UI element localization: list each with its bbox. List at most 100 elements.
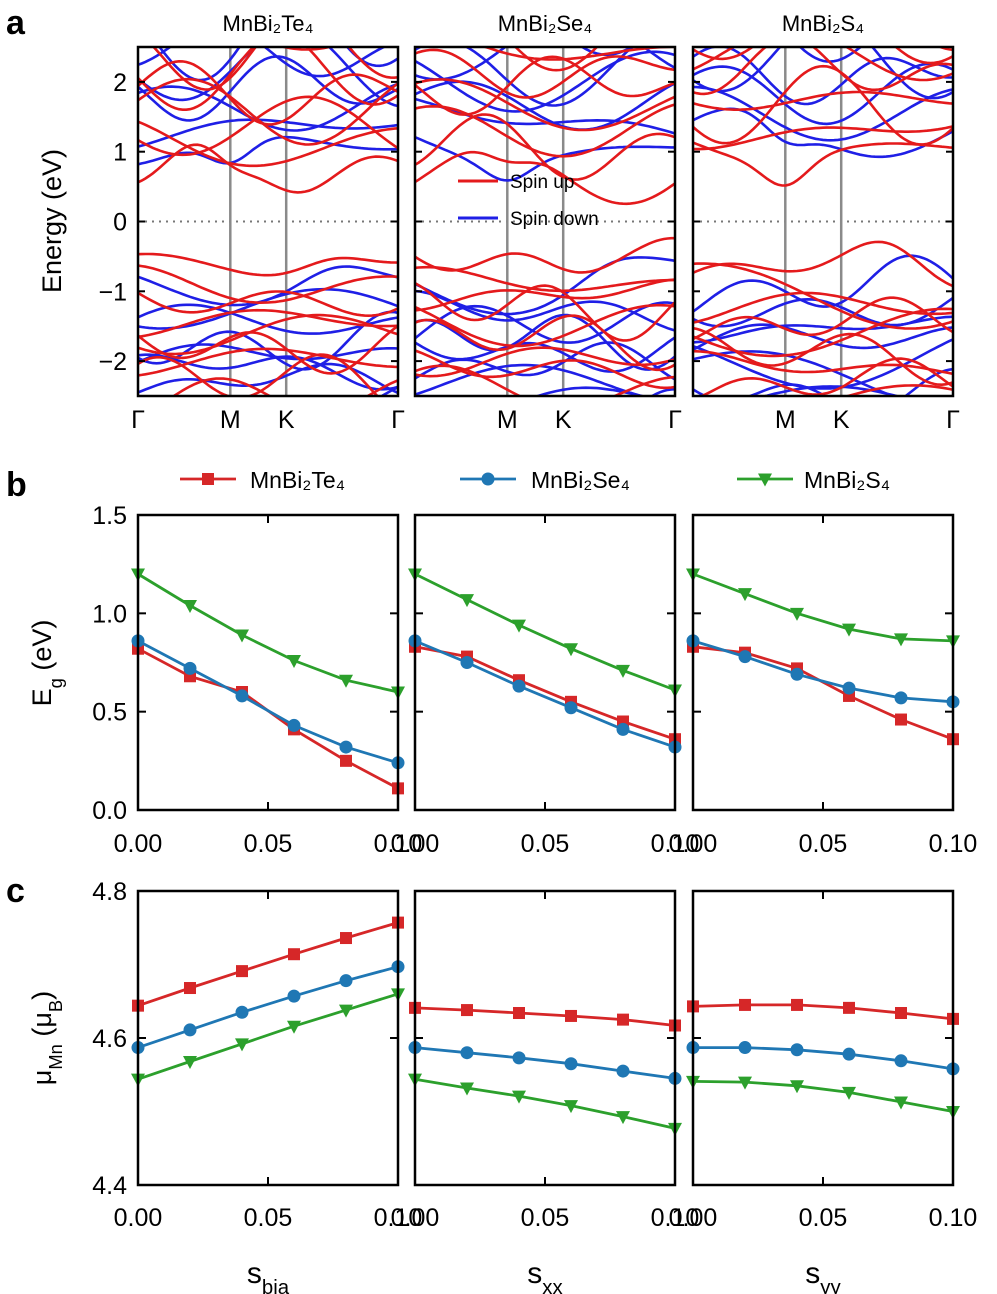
series-line-0 [414, 645, 676, 741]
legend-label-1: MnBi₂Se₄ [531, 467, 630, 493]
spin-down-band-valence [692, 367, 953, 396]
data-point-1-1 [460, 656, 474, 669]
data-point-0-1 [184, 982, 196, 995]
x-tick-label: 0.05 [521, 1204, 570, 1232]
x-axis-label: sxx [527, 1257, 562, 1294]
spin-up-band-conduction [414, 78, 676, 132]
kpoint-label: Γ [391, 406, 405, 434]
series-line-1 [414, 1046, 676, 1080]
spin-down-band-valence [692, 338, 953, 390]
data-point-2-2 [790, 607, 804, 621]
plot-panel-2: 0.00 0.05 0.10 syy [669, 889, 978, 1294]
series-line-2 [137, 572, 399, 694]
spin-down-band-valence [693, 399, 953, 417]
plot-frame [691, 513, 955, 812]
moment-ylabel: μMn (μB) [27, 991, 66, 1085]
data-point-2-4 [339, 1004, 353, 1018]
spin-up-band-valence [692, 357, 953, 396]
series-line-2 [414, 1077, 676, 1130]
plot-frame [136, 889, 400, 1187]
x-tick-label: 0.10 [651, 830, 700, 858]
band-panel-0 [138, 47, 399, 417]
data-point-0-3 [565, 1009, 577, 1022]
data-point-1-4 [616, 722, 630, 736]
spin-up-band-valence [692, 296, 953, 341]
band-panel-1 [414, 47, 676, 396]
panel-b-band-gap: 0.00 0.05 0.100.00 0.05 0.100.00 0.05 0.101.51… [27, 467, 977, 858]
y-tick-label: 1.5 [92, 502, 127, 530]
series-line-2 [692, 1080, 954, 1113]
series-line-0 [137, 647, 399, 790]
data-point-0-1 [739, 998, 751, 1011]
band-ytick-label: 2 [113, 69, 127, 97]
x-axis-label: sbia [247, 1257, 290, 1294]
plot-frame [136, 513, 400, 812]
spin-up-band-conduction [138, 143, 399, 194]
data-point-2-3 [564, 643, 578, 657]
panel-a-band-structure: MnBi₂Te₄ Γ M K Γ MnBi₂Se₄ M K Γ MnBi₂S₄ M K Γ 2 1 0 −1 −2… [37, 11, 960, 434]
data-point-1-2 [235, 689, 249, 703]
x-tick-label: 0.05 [244, 830, 293, 858]
spin-up-band-conduction [414, 55, 676, 116]
y-tick-label: 4.4 [92, 1172, 127, 1200]
spin-down-band-conduction [692, 47, 953, 106]
moment-ylabel-part-1: Mn [45, 1044, 66, 1070]
series-line-1 [414, 639, 676, 749]
gap-ylabel-part-0: E [27, 688, 57, 706]
kpoint-label: K [278, 406, 295, 434]
data-point-1-4 [339, 740, 353, 754]
data-point-1-3 [287, 989, 301, 1003]
spin-down-band-valence [692, 315, 953, 344]
series-line-0 [414, 1006, 676, 1027]
spin-down-band-conduction [692, 47, 953, 100]
kpoint-label: M [497, 406, 518, 434]
spin-down-band-conduction [414, 47, 676, 81]
spin-up-band-conduction [415, 47, 675, 72]
data-point-0-2 [791, 998, 803, 1011]
panel-letter-c: c [6, 872, 25, 910]
spin-down-band-valence [138, 343, 399, 364]
plot-panel-0: 0.00 0.05 0.10 [114, 513, 422, 858]
data-point-2-2 [790, 1080, 804, 1094]
data-point-0-2 [236, 965, 248, 978]
spin-up-band-conduction [414, 48, 676, 99]
data-point-0-3 [843, 1001, 855, 1014]
series-group [408, 1001, 682, 1136]
spin-up-band-conduction [414, 47, 675, 61]
spin-up-band-valence [414, 278, 676, 312]
x-tick-label: 0.05 [244, 1204, 293, 1232]
spin-up-band-conduction [138, 47, 399, 111]
data-point-2-1 [460, 594, 474, 608]
series-line-0 [692, 645, 954, 741]
x-tick-label: 0.05 [799, 830, 848, 858]
data-point-0-4 [895, 713, 907, 726]
spin-up-band-valence [692, 262, 953, 330]
legend-label-0: MnBi₂Te₄ [250, 467, 345, 493]
spin-up-band-conduction [692, 47, 953, 65]
data-point-1-2 [790, 1043, 804, 1057]
spin-down-band-conduction [138, 47, 399, 78]
data-point-1-4 [616, 1064, 630, 1078]
data-point-2-1 [183, 1056, 197, 1070]
spin-up-band-valence [414, 314, 676, 372]
data-point-2-1 [460, 1082, 474, 1096]
data-point-2-3 [564, 1100, 578, 1114]
data-point-2-3 [287, 655, 301, 669]
x-tick-label: 0.00 [669, 830, 718, 858]
spin-up-band-valence [138, 313, 399, 356]
band-ytick-label: 1 [113, 139, 127, 167]
band-ytick-label: −1 [98, 278, 127, 306]
series-line-1 [137, 639, 399, 765]
band-title-2: MnBi₂S₄ [782, 11, 864, 36]
spin-down-band-valence [138, 399, 398, 417]
data-point-1-4 [339, 974, 353, 988]
spin-down-band-valence [138, 353, 399, 391]
band-title-1: MnBi₂Se₄ [498, 11, 593, 36]
series-group [408, 568, 682, 754]
data-point-2-2 [512, 1090, 526, 1104]
data-point-2-2 [512, 619, 526, 633]
x-tick-label: 0.10 [929, 1204, 978, 1232]
data-point-2-3 [842, 623, 856, 637]
band-ytick-label: −2 [98, 348, 127, 376]
spin-up-band-conduction [414, 103, 676, 158]
